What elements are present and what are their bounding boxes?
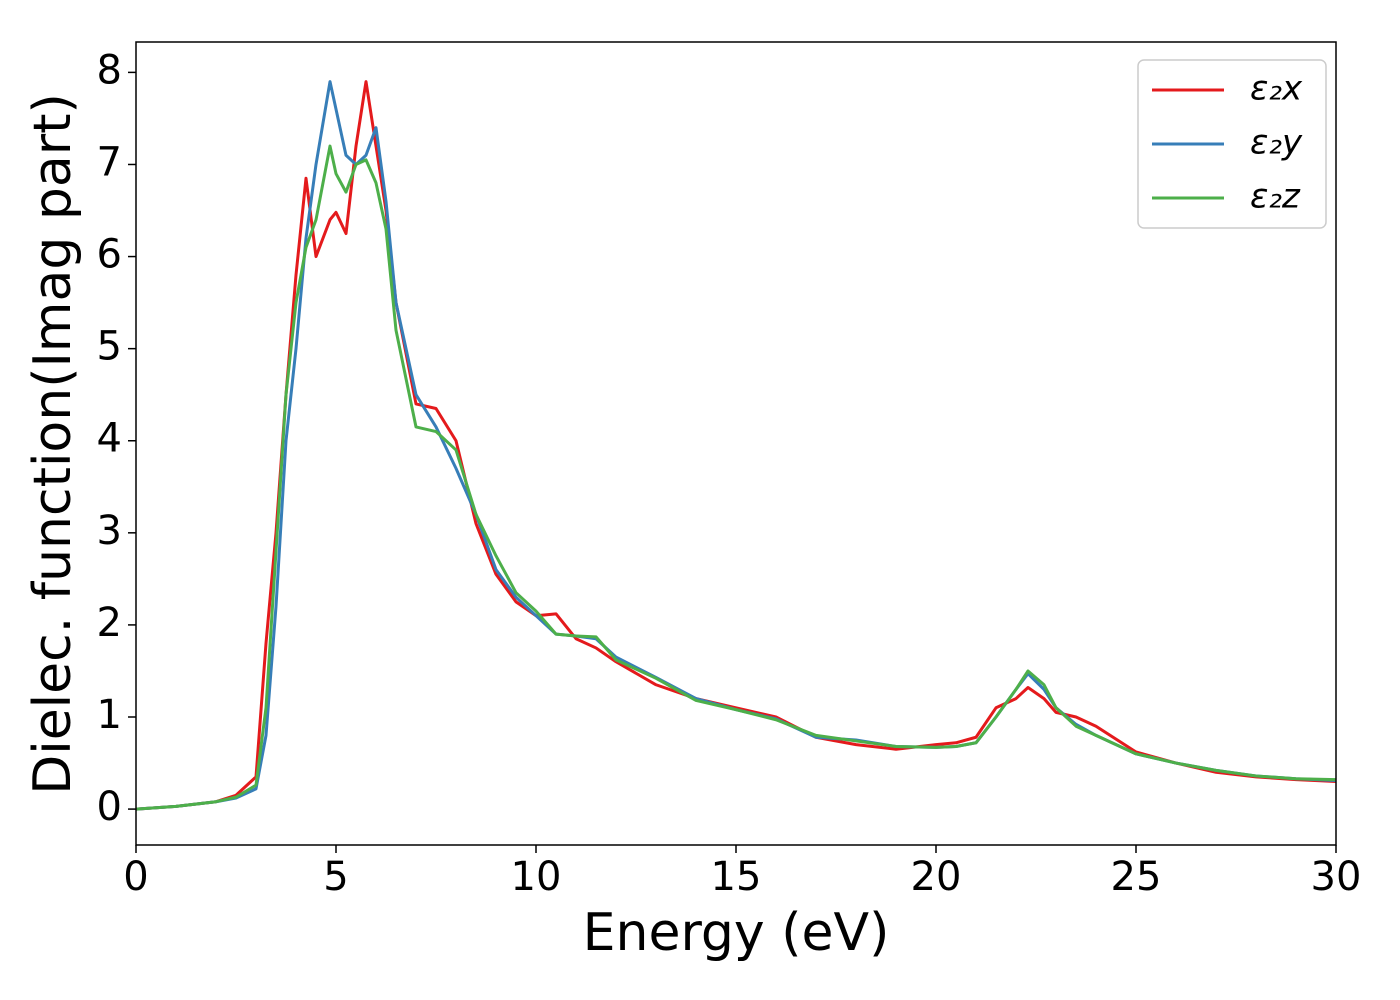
y-axis-label: Dielec. function(Imag part) (23, 93, 83, 795)
x-axis-label: Energy (eV) (583, 903, 890, 963)
y-tick-label: 4 (97, 416, 122, 462)
x-tick-label: 20 (911, 854, 962, 900)
y-tick-label: 7 (97, 139, 122, 185)
y-tick-label: 1 (97, 692, 122, 738)
y-tick-label: 6 (97, 232, 122, 278)
x-tick-label: 15 (711, 854, 762, 900)
x-tick-label: 30 (1311, 854, 1362, 900)
legend-box (1137, 59, 1327, 229)
y-tick-label: 0 (97, 784, 122, 830)
x-tick-label: 25 (1111, 854, 1162, 900)
y-tick-label: 8 (97, 47, 122, 93)
plot-frame (135, 41, 1337, 846)
y-tick-label: 2 (97, 600, 122, 646)
legend-label: ε₂y (1250, 123, 1303, 163)
x-tick-label: 0 (123, 854, 148, 900)
y-tick-label: 3 (97, 508, 122, 554)
y-tick-label: 5 (97, 324, 122, 370)
x-tick-label: 10 (511, 854, 562, 900)
series-line (136, 144, 1336, 811)
x-tick-label: 5 (323, 854, 348, 900)
legend-label: ε₂x (1250, 69, 1303, 109)
series-line (136, 80, 1336, 811)
legend-label: ε₂z (1250, 177, 1301, 217)
